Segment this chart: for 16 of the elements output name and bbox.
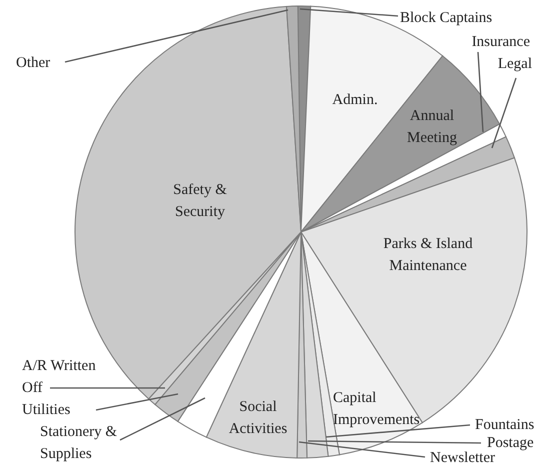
slice-label: Social Activities (228, 399, 288, 437)
slice-label: Safety & Security (173, 182, 228, 220)
slice-label: Capital Improvements (333, 390, 420, 428)
slice-label: Legal (498, 56, 532, 72)
slice-label: Insurance (472, 34, 530, 50)
slice-label: Newsletter (430, 450, 495, 466)
slice-label: Utilities (22, 402, 70, 418)
slice-label: Other (16, 55, 50, 71)
slice-label: Parks & Island Maintenance (383, 236, 474, 274)
slice-label: Postage (487, 435, 534, 451)
slice-label: Fountains (475, 417, 534, 433)
slice-label: Block Captains (400, 10, 492, 26)
slice-label: Stationery & Supplies (40, 424, 118, 462)
slice-label: A/R Written Off (22, 358, 96, 396)
slice-label: Admin. (332, 92, 378, 108)
slice-label: Annual Meeting (407, 108, 458, 146)
